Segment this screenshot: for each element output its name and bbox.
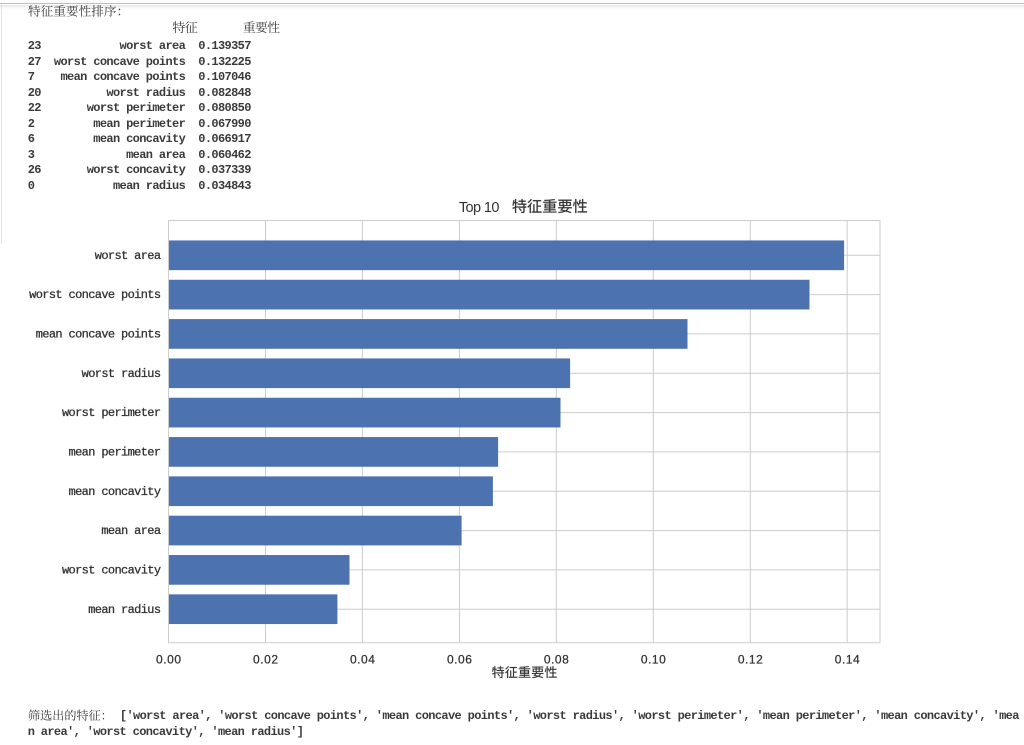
svg-text:worst concave points: worst concave points <box>29 288 161 302</box>
svg-text:0.08: 0.08 <box>544 652 569 666</box>
svg-text:mean concavity: mean concavity <box>69 485 161 499</box>
svg-text:worst area: worst area <box>95 249 161 263</box>
svg-text:mean radius: mean radius <box>88 603 161 617</box>
svg-text:Top 10: Top 10 <box>459 200 499 216</box>
svg-text:mean perimeter: mean perimeter <box>69 446 161 460</box>
svg-text:0.12: 0.12 <box>738 652 763 666</box>
svg-text:0.00: 0.00 <box>156 652 181 666</box>
svg-text:worst perimeter: worst perimeter <box>62 406 161 420</box>
svg-text:0.02: 0.02 <box>253 652 278 666</box>
svg-text:0.14: 0.14 <box>835 652 860 666</box>
svg-text:worst concavity: worst concavity <box>62 564 161 578</box>
svg-text:0.10: 0.10 <box>641 652 666 666</box>
svg-text:0.06: 0.06 <box>447 652 472 666</box>
svg-text:0.04: 0.04 <box>350 652 375 666</box>
svg-text:mean concave points: mean concave points <box>36 328 161 342</box>
svg-text:worst radius: worst radius <box>82 367 161 381</box>
svg-text:mean area: mean area <box>101 524 160 538</box>
